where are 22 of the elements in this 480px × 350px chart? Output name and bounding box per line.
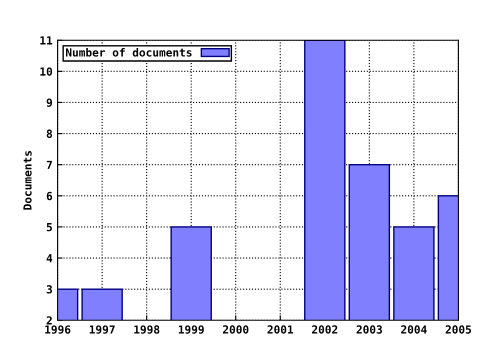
y-tick-label: 6 <box>46 192 52 200</box>
x-tick-label: 2004 <box>401 325 427 334</box>
x-tick-label: 2001 <box>268 325 294 334</box>
y-tick-label: 7 <box>46 160 52 169</box>
x-tick-label: 1996 <box>45 325 70 334</box>
y-tick-label: 4 <box>46 254 52 262</box>
x-tick-label: 1997 <box>90 325 115 334</box>
y-tick-label: 11 <box>40 36 52 44</box>
y-tick-label: 10 <box>40 67 52 76</box>
y-axis-title: Documents <box>23 151 32 210</box>
x-tick-label: 2003 <box>356 325 382 334</box>
y-tick-label: 9 <box>46 98 52 107</box>
x-tick-label: 2000 <box>222 325 248 334</box>
legend-label: Number of documents <box>66 48 192 57</box>
x-tick-label: 2002 <box>312 325 338 334</box>
x-tick-label: 2005 <box>446 325 472 334</box>
x-tick-label: 1999 <box>178 325 204 334</box>
x-tick-label: 1998 <box>134 325 160 334</box>
y-tick-label: 8 <box>46 130 52 138</box>
y-tick-label: 2 <box>46 316 52 324</box>
y-tick-label: 3 <box>46 285 52 294</box>
y-tick-label: 5 <box>46 223 52 232</box>
